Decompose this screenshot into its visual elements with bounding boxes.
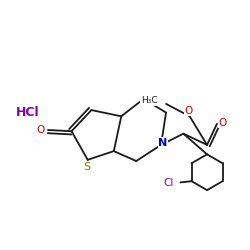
- Text: O: O: [37, 125, 45, 135]
- Text: S: S: [84, 162, 91, 172]
- Text: N: N: [158, 138, 168, 148]
- Text: O: O: [184, 106, 192, 116]
- Text: Cl: Cl: [163, 178, 173, 188]
- Text: H₃C: H₃C: [141, 96, 157, 106]
- Text: HCl: HCl: [16, 106, 40, 119]
- Text: O: O: [218, 118, 226, 128]
